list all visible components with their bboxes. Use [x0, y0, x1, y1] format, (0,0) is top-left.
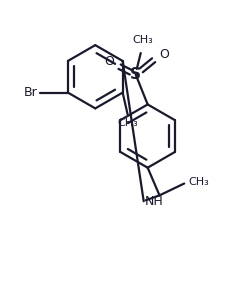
- Text: CH₃: CH₃: [188, 177, 209, 187]
- Text: Br: Br: [23, 86, 37, 99]
- Text: CH₃: CH₃: [132, 35, 153, 45]
- Text: S: S: [130, 67, 141, 82]
- Text: CH₃: CH₃: [117, 118, 138, 128]
- Text: O: O: [104, 55, 114, 68]
- Text: NH: NH: [145, 195, 164, 208]
- Text: O: O: [160, 47, 169, 60]
